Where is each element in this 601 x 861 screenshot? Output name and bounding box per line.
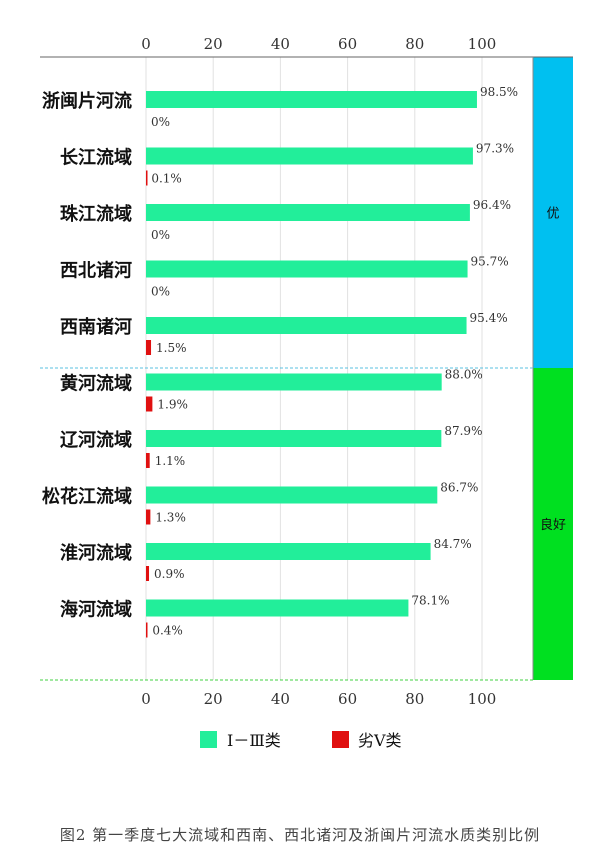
x-tick-label-top: 60 xyxy=(338,35,357,53)
category-label: 珠江流域 xyxy=(60,203,132,225)
x-tick-label-bottom: 60 xyxy=(338,690,357,708)
bar-poor xyxy=(146,340,152,355)
category-label: 淮河流域 xyxy=(60,542,132,564)
bar-poor-label: 0% xyxy=(151,115,170,129)
bar-poor-label: 1.3% xyxy=(155,511,186,525)
grade-band xyxy=(533,57,573,368)
bar-poor-label: 0% xyxy=(151,285,170,299)
legend-label-poor: 劣Ⅴ类 xyxy=(358,731,402,750)
bar-good xyxy=(146,486,438,504)
x-tick-label-bottom: 80 xyxy=(405,690,424,708)
bar-poor xyxy=(146,622,148,638)
category-label: 辽河流域 xyxy=(60,429,132,451)
bar-good xyxy=(146,373,442,391)
bar-poor-label: 1.1% xyxy=(155,454,186,468)
x-tick-label-bottom: 100 xyxy=(468,690,497,708)
category-label: 西南诸河 xyxy=(60,316,132,338)
category-label: 浙闽片河流 xyxy=(42,90,132,112)
x-tick-label-top: 0 xyxy=(141,35,151,53)
bar-good-label: 98.5% xyxy=(480,85,518,99)
bar-good xyxy=(146,260,468,278)
bar-poor-label: 0.9% xyxy=(154,567,185,581)
x-tick-label-top: 20 xyxy=(204,35,223,53)
grade-label: 良好 xyxy=(540,517,566,533)
x-tick-label-top: 100 xyxy=(468,35,497,53)
category-label: 黄河流域 xyxy=(60,373,132,395)
bar-good-label: 78.1% xyxy=(411,594,449,608)
x-tick-label-bottom: 40 xyxy=(271,690,290,708)
legend-label-good: Ⅰ－Ⅲ类 xyxy=(227,731,281,750)
bar-poor xyxy=(146,509,151,525)
bar-good xyxy=(146,430,442,447)
bar-good-label: 95.7% xyxy=(471,255,509,269)
bar-good xyxy=(146,147,473,165)
bar-poor-label: 1.9% xyxy=(157,398,188,412)
bar-good xyxy=(146,599,409,617)
bar-poor xyxy=(146,170,148,186)
category-label: 西北诸河 xyxy=(60,260,132,282)
bar-poor-label: 0% xyxy=(151,228,170,242)
bar-poor xyxy=(146,396,153,412)
bar-good xyxy=(146,317,467,334)
bar-good xyxy=(146,91,477,108)
bar-good-label: 97.3% xyxy=(476,142,514,156)
x-tick-label-top: 40 xyxy=(271,35,290,53)
x-tick-label-bottom: 0 xyxy=(141,690,151,708)
legend-swatch-good xyxy=(200,731,217,748)
category-label: 海河流域 xyxy=(60,599,132,621)
bar-poor-label: 1.5% xyxy=(156,341,187,355)
bar-good-label: 95.4% xyxy=(470,311,508,325)
grade-band xyxy=(533,368,573,680)
x-tick-label-top: 80 xyxy=(405,35,424,53)
bar-good-label: 84.7% xyxy=(434,537,472,551)
bar-good xyxy=(146,543,431,560)
bar-good-label: 96.4% xyxy=(473,198,511,212)
bar-poor-label: 0.1% xyxy=(151,172,182,186)
figure-caption: 图2 第一季度七大流域和西南、西北诸河及浙闽片河流水质类别比例 xyxy=(60,826,540,844)
bar-good xyxy=(146,204,470,221)
category-label: 长江流域 xyxy=(60,147,132,169)
bar-poor-label: 0.4% xyxy=(152,624,183,638)
category-label: 松花江流域 xyxy=(42,486,132,508)
bar-good-label: 86.7% xyxy=(440,481,478,495)
bar-good-label: 88.0% xyxy=(445,368,483,382)
bar-poor xyxy=(146,566,150,581)
legend-swatch-poor xyxy=(332,731,349,748)
x-tick-label-bottom: 20 xyxy=(204,690,223,708)
grade-label: 优 xyxy=(546,207,559,222)
bar-poor xyxy=(146,453,150,468)
bar-good-label: 87.9% xyxy=(444,424,482,438)
